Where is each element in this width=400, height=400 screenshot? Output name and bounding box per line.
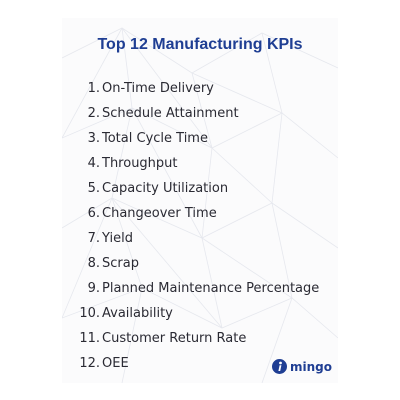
list-item: 7. Yield [76, 226, 319, 251]
item-number: 1. [87, 81, 100, 96]
item-label: Planned Maintenance Percentage [102, 281, 320, 296]
item-number: 12. [79, 356, 100, 371]
item-label: Scrap [102, 256, 139, 271]
item-label: Capacity Utilization [102, 181, 229, 196]
list-item: 1. On-Time Delivery [76, 76, 319, 101]
item-label: Total Cycle Time [102, 131, 208, 146]
list-item: 11. Customer Return Rate [76, 326, 319, 351]
item-label: Changeover Time [102, 206, 217, 221]
brand-logo: mingo [272, 359, 332, 374]
list-item: 8. Scrap [76, 251, 319, 276]
page-title: Top 12 Manufacturing KPIs [97, 36, 303, 53]
list-item: 9. Planned Maintenance Percentage [76, 276, 320, 301]
item-number: 6. [87, 206, 100, 221]
logo-text: mingo [290, 359, 332, 374]
item-number: 8. [87, 256, 100, 271]
item-label: On-Time Delivery [102, 81, 214, 96]
item-number: 7. [87, 231, 100, 246]
item-label: Throughput [102, 156, 178, 171]
item-number: 3. [87, 131, 100, 146]
item-number: 4. [87, 156, 100, 171]
item-number: 2. [87, 106, 100, 121]
list-item: 6. Changeover Time [76, 201, 319, 226]
list-item: 4. Throughput [76, 151, 319, 176]
item-label: Schedule Attainment [102, 106, 239, 121]
item-number: 5. [87, 181, 100, 196]
list-item: 5. Capacity Utilization [76, 176, 319, 201]
list-item: 10. Availability [76, 301, 319, 326]
item-label: Yield [102, 231, 133, 246]
item-number: 10. [79, 306, 100, 321]
item-number: 9. [87, 281, 100, 296]
item-number: 11. [79, 331, 100, 346]
kpi-list: 1. On-Time Delivery 2. Schedule Attainment… [76, 76, 319, 376]
list-item: 3. Total Cycle Time [76, 126, 319, 151]
list-item: 2. Schedule Attainment [76, 101, 319, 126]
item-label: Availability [102, 306, 173, 321]
kpi-card: Top 12 Manufacturing KPIs 1. On-Time Deli… [62, 18, 338, 383]
background-pattern [62, 27, 338, 383]
mingo-logo-icon [272, 359, 287, 374]
item-label: OEE [102, 356, 129, 371]
list-item: 12. OEE [76, 351, 319, 376]
item-label: Customer Return Rate [102, 331, 247, 346]
